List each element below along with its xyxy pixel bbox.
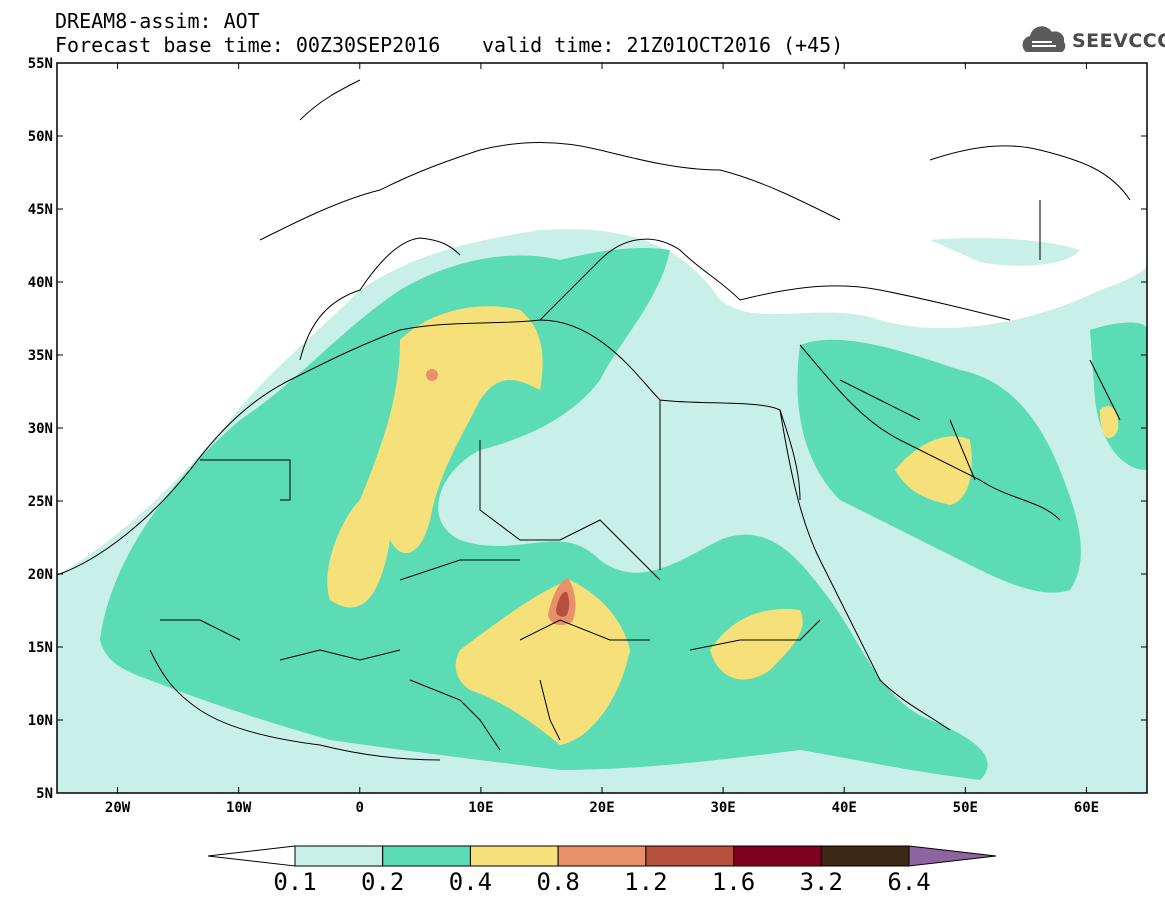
lat-label: 30N: [28, 421, 53, 437]
lat-label: 35N: [28, 348, 53, 364]
lon-label: 40E: [832, 800, 857, 816]
colorbar-swatch: [820, 845, 910, 867]
colorbar-swatch: [469, 845, 559, 867]
lat-label: 20N: [28, 567, 53, 583]
lon-label: 50E: [953, 800, 978, 816]
coastlines: [56, 79, 1131, 761]
colorbar-label: 6.4: [887, 868, 931, 896]
lon-label: 30E: [710, 800, 735, 816]
chart-title: DREAM8-assim: AOT: [55, 9, 260, 33]
colorbar-label: 1.2: [624, 868, 668, 896]
colorbar-swatch: [382, 845, 471, 867]
valid-time: valid time: 21Z01OCT2016 (+45): [482, 33, 844, 57]
logo-text: SEEVCCC: [1072, 30, 1165, 52]
colorbar-swatch: [645, 845, 735, 867]
colorbar-label: 1.6: [711, 868, 756, 896]
lat-label: 40N: [28, 275, 53, 291]
forecast-base-time: Forecast base time: 00Z30SEP2016: [55, 33, 441, 57]
colorbar-label: 0.4: [448, 868, 493, 896]
colorbar-swatch: [733, 845, 822, 867]
aot-level-1.2: [556, 591, 570, 617]
lon-label: 10E: [468, 800, 493, 816]
lat-label: 50N: [28, 129, 53, 145]
aot-level-0.4: [327, 306, 1119, 745]
lon-label: 10W: [226, 800, 252, 816]
colorbar-swatch: [294, 845, 384, 867]
colorbar-arrow-low: [207, 845, 296, 867]
lat-label: 45N: [28, 202, 53, 218]
colorbar-label: 0.8: [536, 868, 580, 896]
lat-label: 5N: [36, 786, 53, 802]
colorbar-label: 0.1: [273, 868, 317, 896]
colorbar-swatch: [557, 845, 647, 867]
lat-label: 15N: [28, 640, 53, 656]
colorbar-label: 3.2: [799, 868, 843, 896]
lat-label: 25N: [28, 494, 53, 510]
lon-label: 60E: [1074, 800, 1099, 816]
lon-label: 0: [356, 800, 364, 816]
colorbar-label: 0.2: [361, 868, 405, 896]
lon-label: 20W: [105, 800, 131, 816]
lat-label: 55N: [28, 56, 53, 72]
cloud-icon: [1022, 26, 1066, 52]
longitude-axis: 20W 10W 0 10E 20E 30E 40E 50E 60E: [105, 63, 1099, 816]
colorbar: [207, 845, 997, 867]
lat-label: 10N: [28, 713, 53, 729]
colorbar-arrow-high: [908, 845, 997, 867]
lon-label: 20E: [589, 800, 614, 816]
latitude-axis: 55N 50N 45N 40N 35N 30N 25N 20N 15N 10N 5N: [28, 56, 1147, 802]
